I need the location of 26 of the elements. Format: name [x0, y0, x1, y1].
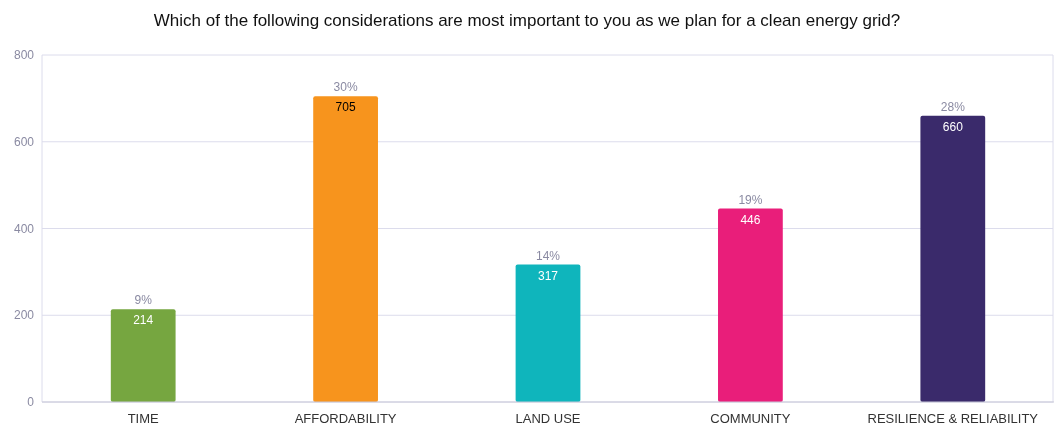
x-tick-label: AFFORDABILITY: [294, 411, 397, 426]
annotation: 19%: [738, 192, 763, 207]
bar: [718, 208, 783, 402]
y-tick-label: 600: [13, 134, 35, 149]
y-tick-label: 0: [27, 395, 35, 409]
data-label: 214: [133, 313, 154, 328]
annotation: 30%: [333, 80, 358, 95]
x-tick-label: LAND USE: [515, 411, 581, 426]
data-label: 446: [740, 212, 761, 227]
y-tick-label: 400: [13, 221, 35, 236]
x-tick-label: COMMUNITY: [710, 411, 791, 426]
data-label: 660: [942, 119, 964, 134]
annotation: 14%: [535, 248, 561, 263]
bar: [515, 264, 581, 402]
annotation: 9%: [134, 293, 153, 308]
y-tick-label: 800: [13, 48, 35, 62]
bar: [920, 115, 986, 402]
x-tick-label: RESILIENCE & RELIABILITY: [867, 411, 1039, 426]
y-tick-label: 200: [13, 308, 35, 323]
chart-title: Which of the following considerations are most important to you as we plan for a clean energy grid?: [153, 11, 901, 30]
data-label: 705: [335, 100, 356, 115]
bar: [110, 309, 176, 402]
bar: [313, 96, 378, 402]
x-tick-label: TIME: [127, 411, 160, 426]
data-label: 317: [537, 268, 559, 283]
annotation: 28%: [940, 99, 966, 114]
